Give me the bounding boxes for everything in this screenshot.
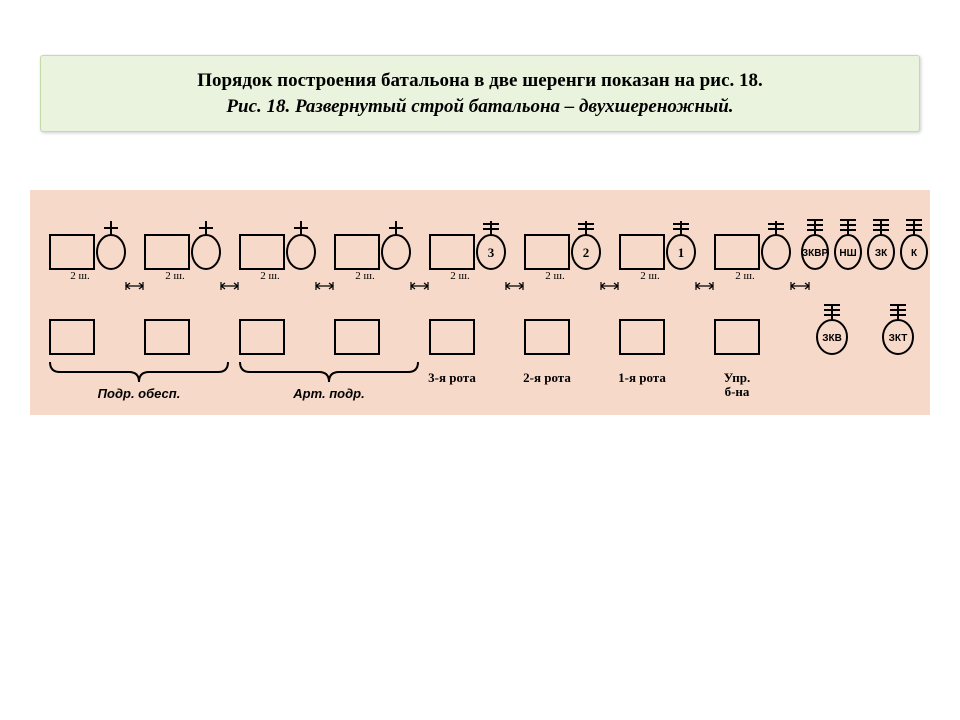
title-line-1: Порядок построения батальона в две шерен… [61, 68, 899, 94]
svg-text:ЗКТ: ЗКТ [889, 333, 908, 344]
svg-text:ЗК: ЗК [875, 248, 888, 259]
svg-text:3-я рота: 3-я рота [428, 370, 476, 385]
formation-diagram: 2 ш. 2 ш. 2 ш. 2 ш. 3 2 ш. 2 2 ш. 1 2 ш. 2 ш. ЗКВР Н… [30, 190, 930, 415]
title-line-2: Рис. 18. Развернутый строй батальона – д… [61, 94, 899, 120]
svg-text:2 ш.: 2 ш. [545, 270, 565, 282]
svg-text:б-на: б-на [725, 384, 750, 399]
svg-text:Арт. подр.: Арт. подр. [292, 386, 364, 401]
svg-text:ЗКВ: ЗКВ [822, 333, 842, 344]
svg-text:3: 3 [488, 245, 495, 260]
svg-text:К: К [911, 248, 918, 259]
svg-text:1: 1 [678, 245, 685, 260]
svg-text:2 ш.: 2 ш. [640, 270, 660, 282]
svg-text:2-я рота: 2-я рота [523, 370, 571, 385]
svg-text:Упр.: Упр. [724, 370, 750, 385]
svg-text:1-я рота: 1-я рота [618, 370, 666, 385]
svg-text:Подр. обесп.: Подр. обесп. [98, 386, 181, 401]
svg-text:2 ш.: 2 ш. [165, 270, 185, 282]
title-panel: Порядок построения батальона в две шерен… [40, 55, 920, 132]
svg-text:2 ш.: 2 ш. [450, 270, 470, 282]
svg-text:2 ш.: 2 ш. [260, 270, 280, 282]
svg-text:2 ш.: 2 ш. [735, 270, 755, 282]
svg-text:2: 2 [583, 245, 590, 260]
svg-text:НШ: НШ [839, 248, 856, 259]
diagram-svg: 2 ш. 2 ш. 2 ш. 2 ш. 3 2 ш. 2 2 ш. 1 2 ш. 2 ш. ЗКВР Н… [30, 190, 930, 415]
svg-text:2 ш.: 2 ш. [70, 270, 90, 282]
svg-text:2 ш.: 2 ш. [355, 270, 375, 282]
svg-text:ЗКВР: ЗКВР [802, 248, 829, 259]
